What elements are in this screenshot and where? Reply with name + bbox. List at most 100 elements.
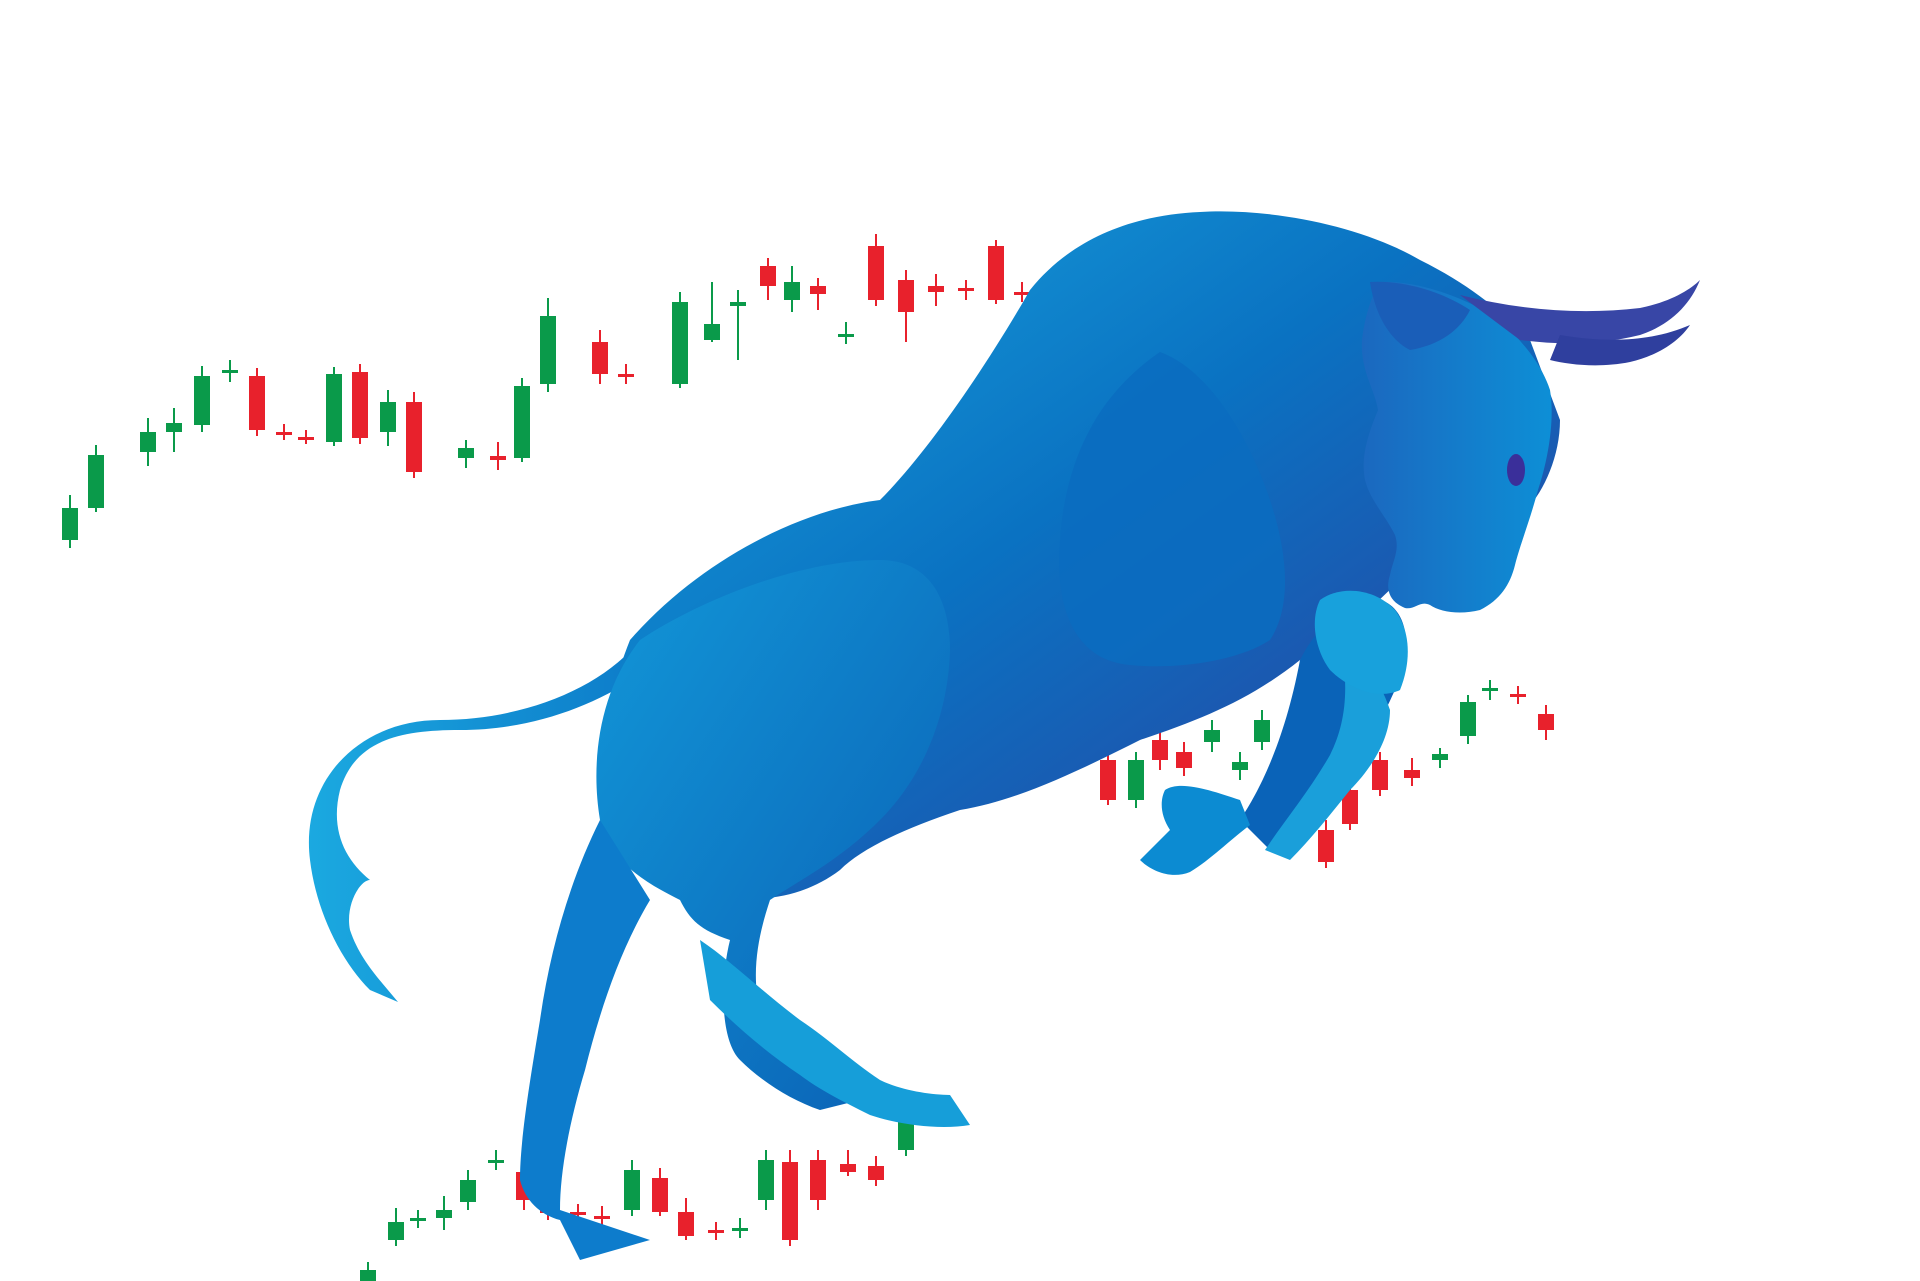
candle-body — [458, 448, 474, 458]
candle-bullish — [624, 1160, 640, 1216]
candle-bearish — [652, 1168, 668, 1216]
candle-bullish — [194, 366, 210, 432]
candle-bearish — [276, 424, 292, 440]
candle-body — [490, 456, 506, 460]
candle-bullish — [140, 418, 156, 466]
candle-bearish — [708, 1222, 724, 1240]
candle-body — [868, 246, 884, 300]
candle-bullish — [1232, 752, 1248, 780]
candle-bearish — [898, 270, 914, 342]
candle-body — [222, 370, 238, 373]
candle-body — [326, 374, 342, 442]
candle-body — [1372, 760, 1388, 790]
candle-body — [540, 316, 556, 384]
bull-tail — [308, 640, 660, 1002]
candle-body — [898, 1118, 914, 1150]
bull-hind-leg-2 — [700, 940, 970, 1127]
candle-body — [298, 437, 314, 440]
bull-horn-back — [1550, 325, 1690, 366]
candle-body — [958, 288, 974, 291]
candle-bullish — [222, 360, 238, 382]
candle-body — [166, 423, 182, 432]
candle-body — [410, 1218, 426, 1221]
candle-body — [276, 432, 292, 435]
candle-body — [810, 286, 826, 294]
bull-horn — [1460, 280, 1700, 344]
candle-body — [928, 286, 944, 292]
candle-bullish — [326, 367, 342, 446]
candle-body — [592, 342, 608, 374]
candle-body — [898, 280, 914, 312]
candle-bullish — [460, 1170, 476, 1210]
candle-bullish — [166, 408, 182, 452]
candle-bearish — [928, 274, 944, 306]
candle-body — [1460, 702, 1476, 736]
bull-icon — [308, 211, 1700, 1260]
candle-body — [784, 282, 800, 300]
candle-body — [652, 1178, 668, 1212]
candle-bearish — [1100, 750, 1116, 805]
candle-body — [618, 374, 634, 377]
candle-body — [758, 1160, 774, 1200]
candle-bullish — [1460, 695, 1476, 744]
candle-bullish — [704, 282, 720, 342]
candle-bearish — [988, 240, 1004, 304]
candle-bullish — [436, 1196, 452, 1230]
candle-body — [868, 1166, 884, 1180]
candle-body — [1538, 714, 1554, 730]
candle-bearish — [249, 368, 265, 436]
candle-bearish — [618, 364, 634, 384]
candle-body — [406, 402, 422, 472]
candle-bearish — [1538, 705, 1554, 740]
candlestick-chart-upper — [62, 234, 1084, 548]
candle-body — [388, 1222, 404, 1240]
candle-body — [1432, 754, 1448, 760]
candle-body — [810, 1160, 826, 1200]
bull-front-leg-2 — [1265, 640, 1390, 860]
candle-body — [760, 266, 776, 286]
candle-body — [1482, 688, 1498, 691]
candle-bearish — [1318, 820, 1334, 868]
candle-bearish — [298, 430, 314, 444]
candle-body — [1014, 292, 1030, 295]
bull-shoulder — [1059, 352, 1285, 667]
bull-hind-leg — [596, 560, 950, 1110]
candle-body — [570, 1212, 586, 1215]
candle-body — [1176, 752, 1192, 768]
candle-body — [782, 1162, 798, 1240]
bull-ear — [1370, 281, 1470, 350]
candle-body — [352, 372, 368, 438]
candle-bullish — [88, 445, 104, 512]
candle-body — [732, 1228, 748, 1231]
candle-bullish — [1432, 748, 1448, 768]
candle-bearish — [1510, 686, 1526, 704]
candle-bearish — [678, 1198, 694, 1240]
candle-bullish — [758, 1150, 774, 1210]
candle-bullish — [784, 266, 800, 312]
candle-bullish — [1482, 680, 1498, 700]
candle-bullish — [838, 322, 854, 344]
candle-body — [594, 1216, 610, 1219]
candle-body — [1318, 830, 1334, 862]
candle-body — [704, 324, 720, 340]
candle-body — [360, 1270, 376, 1281]
bull-front-hoof — [1140, 785, 1250, 875]
candle-body — [194, 376, 210, 425]
candle-body — [380, 402, 396, 432]
candle-bearish — [1152, 728, 1168, 770]
candle-body — [1404, 770, 1420, 778]
candle-bullish — [1128, 752, 1144, 808]
candle-bearish — [868, 234, 884, 306]
candle-bullish — [514, 378, 530, 462]
bull-head — [1361, 281, 1552, 613]
candle-bearish — [594, 1206, 610, 1226]
bull-eye — [1507, 454, 1525, 486]
candle-bearish — [868, 1156, 884, 1186]
candle-body — [1204, 730, 1220, 742]
candle-bearish — [490, 442, 506, 470]
candle-body — [140, 432, 156, 452]
candle-body — [488, 1160, 504, 1163]
candle-bullish — [732, 1218, 748, 1238]
candle-body — [1152, 740, 1168, 760]
